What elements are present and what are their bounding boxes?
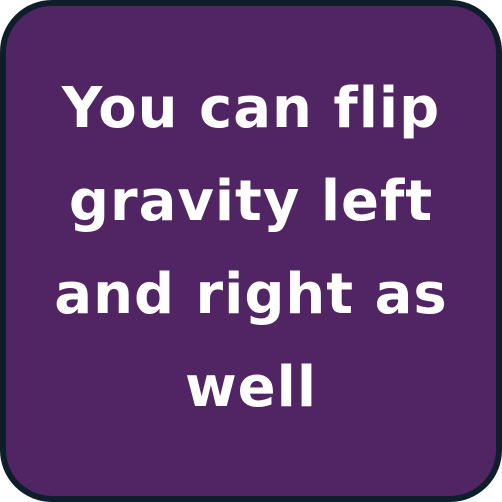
tip-text: You can flip gravity left and right as w… <box>54 76 448 420</box>
